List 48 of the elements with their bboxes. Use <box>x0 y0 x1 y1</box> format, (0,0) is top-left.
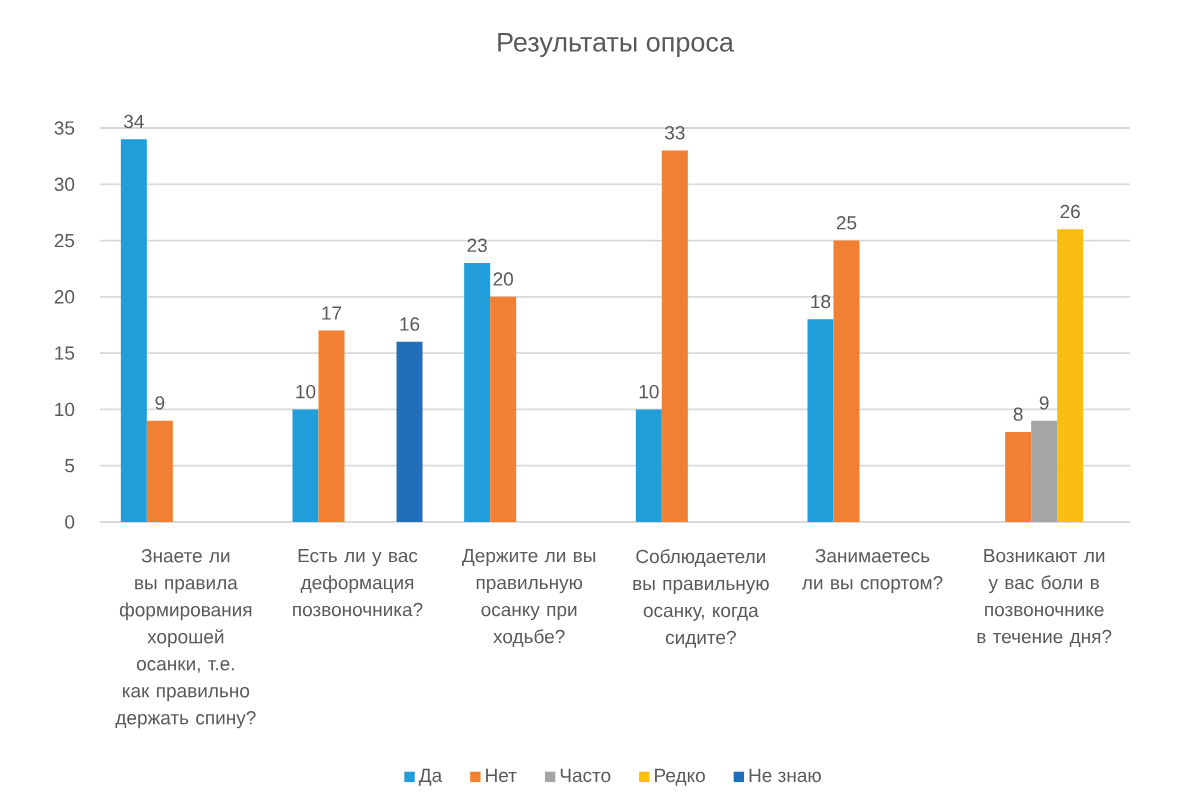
bar <box>120 139 147 522</box>
x-tick-label: Возникают ли у вас боли в позвоночнике в течение дня? <box>977 549 1112 647</box>
bar <box>292 409 319 522</box>
bar <box>1057 229 1084 522</box>
data-label: 8 <box>1013 407 1023 421</box>
data-label: 17 <box>322 306 342 320</box>
bar <box>635 409 662 522</box>
data-label: 25 <box>836 216 857 230</box>
y-tick-label: 10 <box>55 402 75 417</box>
data-label: 26 <box>1060 204 1080 219</box>
legend-label: Да <box>418 768 443 786</box>
bar <box>146 420 173 522</box>
chart-title: Результаты опроса <box>498 32 734 58</box>
bar <box>833 240 860 522</box>
bar <box>1031 420 1058 522</box>
y-tick-label: 35 <box>54 121 75 135</box>
bar <box>464 263 491 522</box>
data-label: 18 <box>811 294 831 309</box>
data-label: 9 <box>1039 396 1049 410</box>
x-tick-label: Занимаетесь ли вы спортом? <box>801 549 943 594</box>
x-tick-label: Держите ли вы правильную осанку при ходьбе? <box>462 549 596 647</box>
legend-label: Не знаю <box>749 768 821 783</box>
y-tick-label: 15 <box>55 346 75 360</box>
data-label: 20 <box>493 272 513 286</box>
x-tick-label: Знаете ли вы правила формирования хорошей осанки, т.е. как правильно держать спину? <box>115 549 256 729</box>
x-tick-label: Есть ли у вас деформация позвоночника? <box>293 549 423 617</box>
data-label: 33 <box>664 125 685 140</box>
bar <box>396 341 423 522</box>
data-label: 10 <box>639 384 659 399</box>
y-tick-label: 25 <box>54 233 75 248</box>
bar <box>490 296 517 522</box>
bar <box>1005 431 1032 522</box>
y-tick-label: 20 <box>54 290 75 304</box>
y-tick-label: 5 <box>65 459 75 473</box>
data-label: 9 <box>155 396 165 410</box>
legend-label: Нет <box>486 768 517 783</box>
x-tick-label: Соблюдаетели вы правильную осанку, когда сидите? <box>633 549 769 648</box>
data-label: 23 <box>467 238 487 253</box>
y-tick-label: 30 <box>54 177 75 191</box>
legend-label: Редко <box>655 768 705 786</box>
bar <box>661 150 688 522</box>
legend-label: Часто <box>560 768 611 783</box>
bar <box>318 330 345 522</box>
y-tick-label: 0 <box>65 515 75 529</box>
data-label: 16 <box>400 317 420 331</box>
bar <box>807 319 834 522</box>
data-label: 34 <box>123 114 144 129</box>
data-label: 10 <box>296 384 316 399</box>
